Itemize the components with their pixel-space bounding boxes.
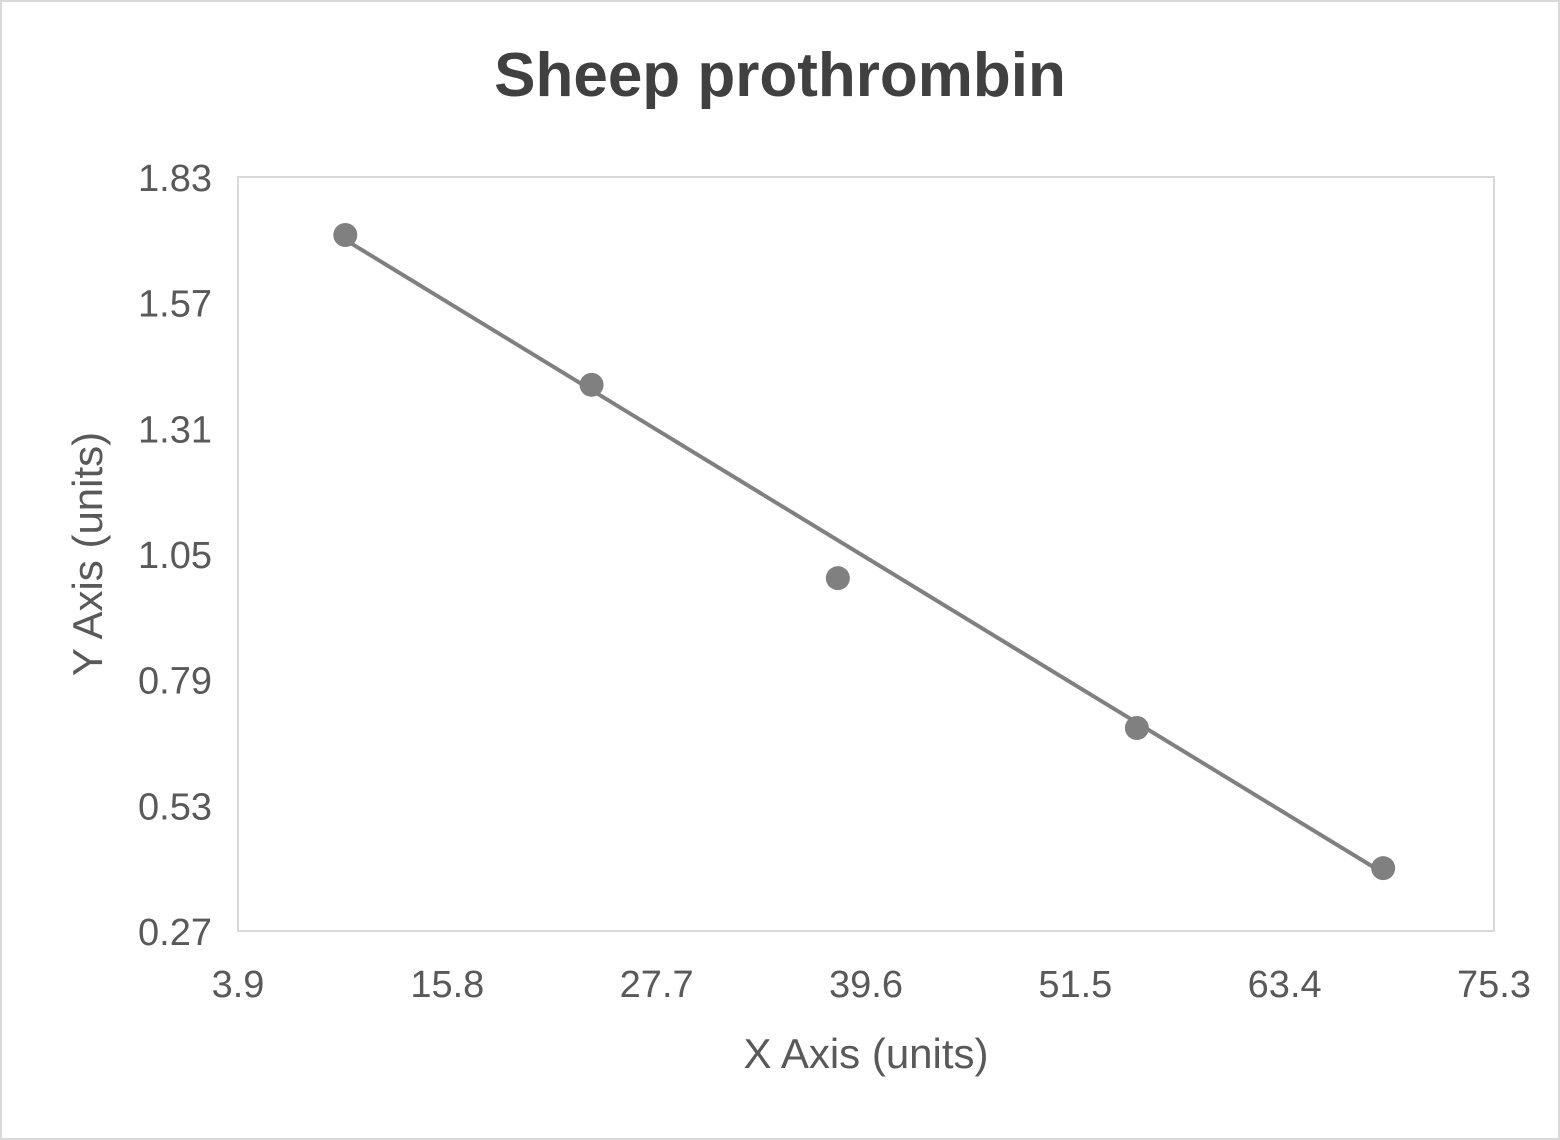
data-point (825, 566, 850, 591)
x-tick-label: 27.7 (620, 964, 694, 1006)
y-axis-ticks: 1.83 1.57 1.31 1.05 0.79 0.53 0.27 (138, 158, 212, 954)
x-tick-label: 39.6 (829, 964, 903, 1006)
chart-title: Sheep prothrombin (494, 41, 1066, 110)
y-tick-label: 0.79 (138, 661, 212, 703)
y-tick-label: 1.57 (138, 284, 212, 326)
x-axis-title: X Axis (units) (743, 1030, 988, 1077)
y-tick-label: 1.05 (138, 535, 212, 577)
y-tick-label: 1.31 (138, 409, 212, 451)
trendline (344, 238, 1385, 875)
x-tick-label: 63.4 (1248, 964, 1322, 1006)
x-tick-label: 51.5 (1038, 964, 1112, 1006)
x-axis-ticks: 3.9 15.8 27.7 39.6 51.5 63.4 75.3 (212, 964, 1531, 1006)
data-points (333, 223, 1396, 881)
x-tick-label: 15.8 (410, 964, 484, 1006)
data-point (579, 372, 604, 397)
y-axis-title: Y Axis (units) (64, 432, 111, 676)
y-tick-label: 1.83 (138, 158, 212, 200)
y-tick-label: 0.27 (138, 912, 212, 954)
data-point (1371, 856, 1396, 881)
data-point (333, 223, 358, 247)
plot-area (237, 176, 1495, 932)
x-tick-label: 75.3 (1457, 964, 1531, 1006)
x-tick-label: 3.9 (212, 964, 265, 1006)
data-point (1124, 716, 1149, 740)
y-tick-label: 0.53 (138, 786, 212, 828)
